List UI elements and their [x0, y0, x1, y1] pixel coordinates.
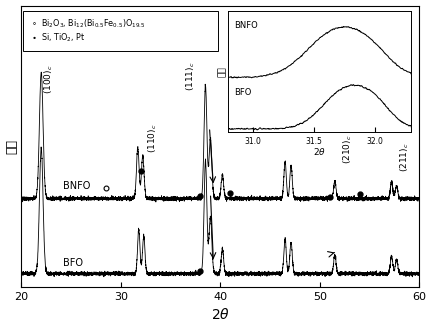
Text: BNFO: BNFO [63, 180, 91, 191]
Text: $\bullet$  Si, TiO$_2$, Pt: $\bullet$ Si, TiO$_2$, Pt [31, 31, 86, 44]
Y-axis label: 强度: 强度 [6, 139, 19, 154]
Text: $(110)_c$: $(110)_c$ [146, 123, 159, 153]
Text: $(211)_c$: $(211)_c$ [398, 142, 411, 172]
X-axis label: $2\theta$: $2\theta$ [211, 307, 230, 322]
Text: $(111)_c$: $(111)_c$ [184, 62, 197, 91]
Text: $(210)_c$: $(210)_c$ [342, 134, 354, 164]
Text: BFO: BFO [63, 258, 83, 268]
Text: $(200)_c$: $(200)_c$ [296, 102, 308, 132]
Text: $(100)_c$: $(100)_c$ [43, 64, 55, 94]
FancyBboxPatch shape [23, 11, 217, 51]
Text: $\circ$  Bi$_2$O$_3$, Bi$_{12}$(Bi$_{0.5}$Fe$_{0.5}$)O$_{19.5}$: $\circ$ Bi$_2$O$_3$, Bi$_{12}$(Bi$_{0.5}… [31, 18, 146, 30]
